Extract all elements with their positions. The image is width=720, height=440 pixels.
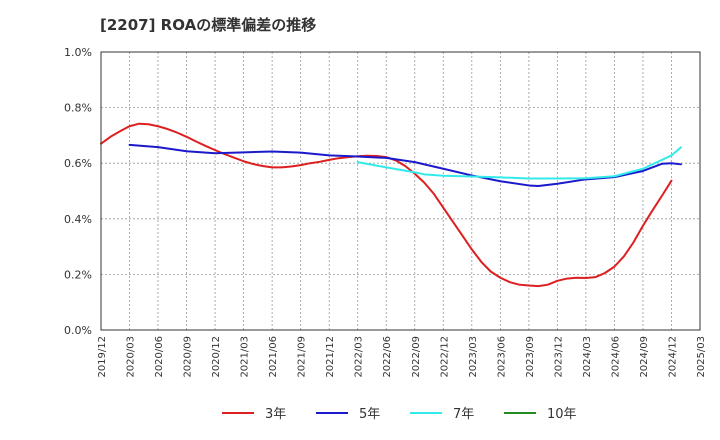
x-tick-label: 2024/03 — [582, 336, 593, 378]
x-tick-label: 2021/09 — [297, 336, 308, 378]
legend-label: 10年 — [547, 407, 577, 422]
x-tick-label: 2019/12 — [97, 336, 108, 378]
x-tick-label: 2023/09 — [525, 336, 536, 378]
x-tick-label: 2021/12 — [325, 336, 336, 378]
y-tick-label: 0.8% — [64, 102, 92, 115]
y-tick-label: 0.6% — [64, 157, 92, 170]
x-tick-label: 2024/09 — [639, 336, 650, 378]
x-tick-label: 2022/12 — [439, 336, 450, 378]
x-tick-label: 2020/09 — [183, 336, 194, 378]
series-line-7年 — [356, 146, 682, 180]
legend-label: 7年 — [453, 407, 474, 422]
x-tick-label: 2023/06 — [496, 336, 507, 378]
x-tick-label: 2021/03 — [240, 336, 251, 378]
y-tick-label: 0.0% — [64, 324, 92, 337]
legend-label: 5年 — [359, 407, 380, 422]
legend-label: 3年 — [265, 407, 286, 422]
plot-frame — [100, 51, 701, 331]
grid — [100, 51, 701, 331]
x-tick-label: 2023/12 — [553, 336, 564, 378]
y-axis-ticks: 0.0% 0.2% 0.4% 0.6% 0.8% 1.0% — [64, 46, 92, 337]
x-tick-label: 2024/12 — [667, 336, 678, 378]
x-tick-label: 2023/03 — [468, 336, 479, 378]
x-tick-label: 2022/03 — [354, 336, 365, 378]
x-tick-label: 2024/06 — [610, 336, 621, 378]
x-tick-label: 2020/06 — [154, 336, 165, 378]
series-lines — [100, 122, 682, 288]
x-tick-label: 2022/09 — [411, 336, 422, 378]
x-tick-label: 2022/06 — [382, 336, 393, 378]
legend: 3年 5年 7年 10年 — [222, 407, 577, 422]
x-tick-label: 2020/03 — [126, 336, 137, 378]
chart-title: [2207] ROAの標準偏差の推移 — [100, 16, 317, 34]
y-tick-label: 0.4% — [64, 213, 92, 226]
x-tick-label: 2020/12 — [211, 336, 222, 378]
y-tick-label: 1.0% — [64, 46, 92, 59]
x-tick-label: 2021/06 — [268, 336, 279, 378]
y-tick-label: 0.2% — [64, 268, 92, 281]
x-tick-label: 2025/03 — [696, 336, 707, 378]
series-line-5年 — [128, 143, 682, 187]
x-axis-ticks: 2019/12 2020/03 2020/06 2020/09 2020/12 2021/… — [97, 336, 707, 378]
